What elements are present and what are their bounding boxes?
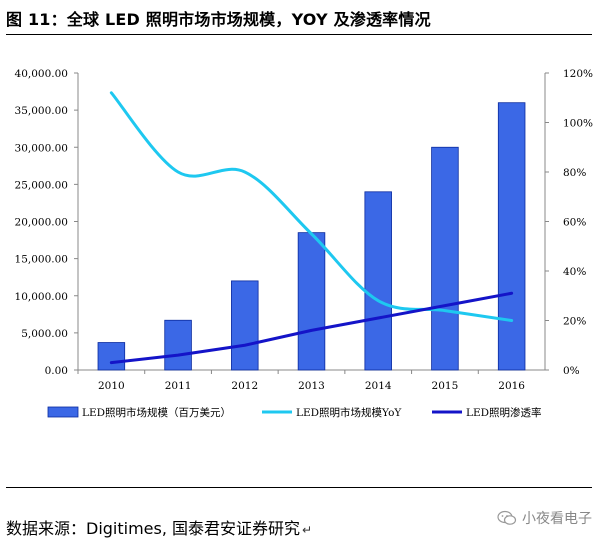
market-size-bar — [231, 280, 259, 371]
y-right-tick-label: 120% — [563, 68, 593, 80]
y-left-tick-label: 5,000.00 — [21, 328, 68, 340]
y-left-tick-label: 0.00 — [45, 365, 68, 377]
x-tick-label: 2010 — [98, 380, 125, 392]
market-size-bar — [364, 191, 392, 371]
led-market-chart: 0.00 5,000.00 10,000.00 15,000.00 20,000.00 2… — [15, 68, 593, 419]
return-mark: ↵ — [302, 523, 313, 537]
penetration-line — [109, 291, 514, 365]
x-tick-label: 2012 — [231, 380, 258, 392]
y-left-tick-label: 25,000.00 — [15, 179, 68, 191]
y-right-tick-label: 40% — [563, 266, 586, 278]
y-right-tick-label: 20% — [563, 316, 586, 328]
x-tick-label: 2014 — [365, 380, 392, 392]
x-tick-label: 2013 — [298, 380, 325, 392]
wechat-icon — [497, 510, 517, 525]
legend: LED照明市场规模（百万美元） LED照明市场规模YoY LED照明渗透率 — [47, 406, 542, 419]
watermark: 小夜看电子 — [497, 508, 592, 528]
legend-market-size-label: LED照明市场规模（百万美元） — [82, 406, 231, 419]
legend-yoy-label: LED照明市场规模YoY — [296, 406, 402, 419]
y-left-tick-label: 30,000.00 — [15, 142, 68, 154]
x-tick-label: 2011 — [165, 380, 192, 392]
market-size-bar — [497, 102, 526, 371]
x-tick-label: 2015 — [432, 380, 459, 392]
data-source: 数据来源：Digitimes, 国泰君安证券研究 ↵ — [6, 515, 312, 539]
y-left-tick-label: 15,000.00 — [15, 254, 68, 266]
data-source-text: 数据来源：Digitimes, 国泰君安证券研究 — [6, 519, 301, 538]
x-tick-label: 2016 — [498, 380, 525, 392]
y-left-tick-label: 40,000.00 — [15, 68, 68, 80]
watermark-text: 小夜看电子 — [522, 511, 592, 527]
legend-penetration-label: LED照明渗透率 — [466, 406, 542, 419]
y-right-tick-label: 60% — [563, 217, 586, 229]
y-left-tick-label: 10,000.00 — [15, 291, 68, 303]
footer-divider — [6, 487, 592, 488]
yoy-line — [109, 91, 514, 322]
legend-market-size-swatch — [47, 406, 79, 418]
market-size-bars — [97, 102, 526, 371]
y-right-tick-label: 100% — [563, 118, 593, 130]
market-size-bar — [297, 232, 326, 371]
market-size-bar — [431, 146, 459, 371]
axes: 0.00 5,000.00 10,000.00 15,000.00 20,000.00 2… — [15, 68, 593, 392]
figure-title: 图 11：全球 LED 照明市场市场规模，YOY 及渗透率情况 — [6, 10, 431, 29]
y-right-tick-label: 0% — [563, 365, 580, 377]
market-size-bar — [164, 319, 192, 371]
y-left-tick-label: 20,000.00 — [15, 217, 68, 229]
series-lines — [109, 91, 514, 365]
title-divider — [6, 34, 592, 35]
y-left-tick-label: 35,000.00 — [15, 105, 68, 117]
y-right-tick-label: 80% — [563, 167, 586, 179]
market-size-bar — [97, 342, 126, 371]
